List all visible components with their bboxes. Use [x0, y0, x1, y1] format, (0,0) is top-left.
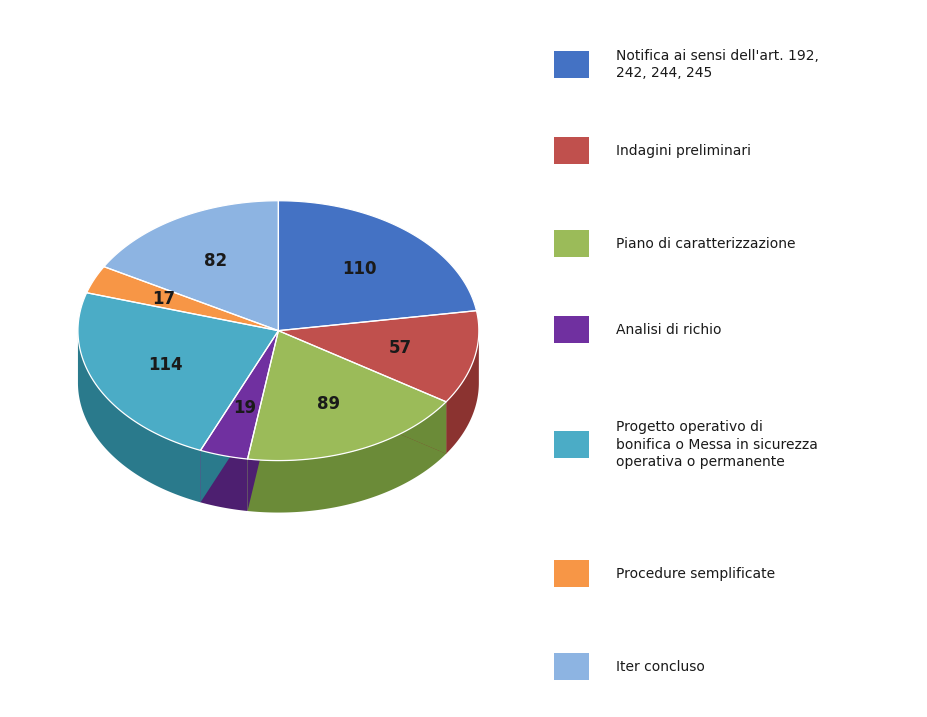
Polygon shape [200, 331, 278, 503]
Text: Procedure semplificate: Procedure semplificate [616, 566, 774, 581]
Text: Progetto operativo di
bonifica o Messa in sicurezza
operativa o permanente: Progetto operativo di bonifica o Messa i… [616, 420, 818, 469]
Text: 57: 57 [387, 338, 411, 356]
Text: 89: 89 [317, 395, 340, 413]
Polygon shape [104, 201, 278, 331]
Text: Piano di caratterizzazione: Piano di caratterizzazione [616, 237, 794, 251]
Bar [553, 653, 589, 680]
Polygon shape [278, 331, 446, 454]
Bar [553, 51, 589, 78]
Text: 19: 19 [233, 399, 256, 417]
Text: Iter concluso: Iter concluso [616, 660, 705, 674]
Polygon shape [78, 293, 278, 450]
Polygon shape [248, 331, 278, 511]
Polygon shape [278, 331, 446, 454]
Polygon shape [278, 310, 478, 402]
Polygon shape [86, 267, 278, 331]
Text: Notifica ai sensi dell'art. 192,
242, 244, 245: Notifica ai sensi dell'art. 192, 242, 24… [616, 49, 819, 80]
Polygon shape [278, 201, 476, 331]
Polygon shape [200, 331, 278, 459]
Polygon shape [248, 331, 278, 511]
Polygon shape [78, 331, 200, 503]
Text: Analisi di richio: Analisi di richio [616, 323, 721, 337]
Text: 17: 17 [152, 290, 175, 308]
Bar [553, 560, 589, 587]
Polygon shape [200, 450, 248, 511]
Polygon shape [200, 331, 278, 503]
Text: 110: 110 [342, 260, 376, 278]
Bar [553, 431, 589, 458]
Bar [553, 230, 589, 257]
Polygon shape [446, 331, 478, 454]
Polygon shape [248, 331, 446, 460]
Text: 82: 82 [204, 252, 227, 270]
Text: Indagini preliminari: Indagini preliminari [616, 143, 750, 158]
Bar [553, 316, 589, 343]
Bar [553, 137, 589, 164]
Text: 114: 114 [148, 356, 183, 374]
Polygon shape [248, 402, 446, 513]
